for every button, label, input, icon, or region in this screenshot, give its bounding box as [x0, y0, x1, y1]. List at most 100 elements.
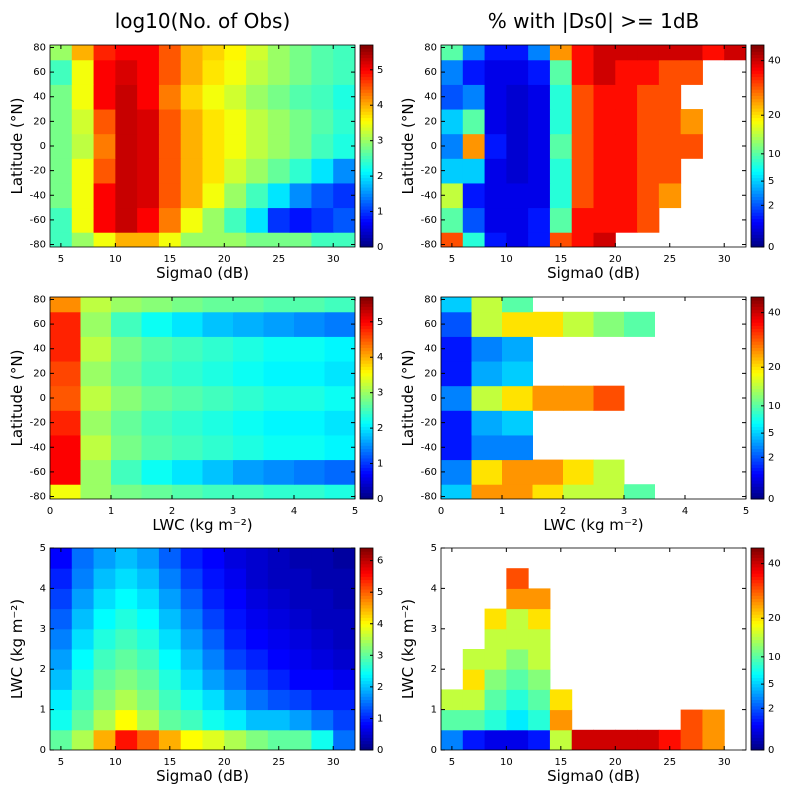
cell	[71, 182, 95, 209]
cell	[50, 45, 73, 61]
cell	[502, 297, 533, 313]
cell	[137, 709, 160, 731]
cell	[658, 84, 682, 110]
colorbar-strip	[751, 611, 764, 615]
cell	[289, 158, 312, 184]
colorbar-strip	[360, 174, 373, 179]
cell	[180, 729, 203, 750]
colorbar-strip	[751, 560, 764, 565]
cell	[658, 45, 682, 61]
cell	[93, 84, 116, 110]
colorbar-tick-label: 5	[377, 65, 383, 76]
cell	[172, 297, 203, 313]
colorbar-strip	[360, 114, 373, 119]
colorbar-strip	[360, 413, 373, 418]
colorbar-strip	[751, 391, 764, 396]
cell	[172, 311, 203, 337]
colorbar-strip	[360, 309, 373, 314]
colorbar-strip	[360, 300, 373, 304]
cell	[311, 84, 334, 110]
cell	[50, 669, 73, 690]
colorbar-strip	[360, 149, 373, 153]
heatmap-cells	[441, 45, 746, 247]
colorbar-strip	[360, 699, 373, 704]
colorbar-strip	[360, 48, 373, 52]
y-axis-label: LWC (kg m⁻²)	[8, 599, 26, 699]
y-tick-label: 1	[40, 705, 46, 716]
colorbar-strip	[360, 743, 373, 748]
colorbar-strip	[360, 451, 373, 456]
cell	[680, 59, 703, 85]
colorbar-strip	[751, 133, 764, 138]
colorbar-strip	[751, 212, 764, 216]
cell	[246, 689, 269, 711]
colorbar-strip	[751, 585, 764, 590]
cell	[441, 297, 472, 313]
cell	[202, 484, 234, 499]
colorbar-strip	[360, 470, 373, 475]
cell	[111, 484, 142, 499]
colorbar-strip	[751, 486, 764, 491]
cell	[637, 59, 660, 85]
cell	[289, 548, 312, 569]
colorbar-strip	[360, 480, 373, 484]
x-tick-label: 10	[109, 254, 122, 265]
cell	[202, 669, 225, 690]
cell	[50, 484, 81, 499]
cell	[441, 59, 464, 85]
colorbar-strip	[751, 614, 764, 618]
y-tick-label: -80	[421, 492, 437, 503]
colorbar-strip	[751, 319, 764, 323]
colorbar-strip	[360, 658, 373, 663]
colorbar-strip	[751, 677, 764, 682]
cell	[158, 548, 182, 569]
cell	[294, 459, 325, 485]
colorbar-strip	[751, 404, 764, 408]
colorbar-strip	[751, 489, 764, 494]
cell	[80, 459, 112, 485]
colorbar-strip	[360, 202, 373, 207]
colorbar-strip	[751, 410, 764, 415]
cell	[593, 158, 616, 184]
cell	[263, 484, 295, 499]
colorbar-strip	[751, 341, 764, 345]
cell	[93, 669, 116, 690]
cell	[615, 84, 638, 110]
cell	[50, 628, 73, 650]
plot-frame	[49, 547, 356, 751]
colorbar-strip	[360, 604, 373, 609]
cell	[462, 709, 486, 731]
cell	[71, 669, 95, 690]
y-tick-label: 60	[424, 67, 437, 78]
cell	[158, 608, 182, 630]
cell	[484, 109, 507, 135]
cell	[441, 361, 472, 387]
colorbar-strip	[360, 350, 373, 355]
cell	[233, 484, 264, 499]
cell	[224, 669, 247, 690]
cell	[137, 182, 160, 209]
colorbar-strip	[360, 467, 373, 472]
colorbar-strip	[360, 111, 373, 115]
colorbar-strip	[360, 95, 373, 100]
cell	[172, 361, 203, 387]
y-tick-label: 60	[33, 319, 46, 330]
cell	[593, 459, 625, 485]
colorbar-tick-label: 2	[377, 682, 383, 693]
cell	[202, 649, 225, 670]
cell	[702, 709, 725, 731]
colorbar-strip	[360, 614, 373, 618]
y-tick-label: 3	[40, 624, 46, 635]
colorbar-strip	[360, 680, 373, 685]
cell	[571, 45, 594, 61]
x-tick-label: 30	[718, 757, 731, 768]
cell	[267, 45, 291, 61]
colorbar-strip	[360, 303, 373, 307]
colorbar-strip	[360, 486, 373, 491]
cell	[158, 158, 182, 184]
cell	[202, 207, 225, 233]
cell	[294, 484, 325, 499]
cell	[294, 297, 325, 313]
cell	[267, 689, 291, 711]
cell	[333, 232, 355, 247]
